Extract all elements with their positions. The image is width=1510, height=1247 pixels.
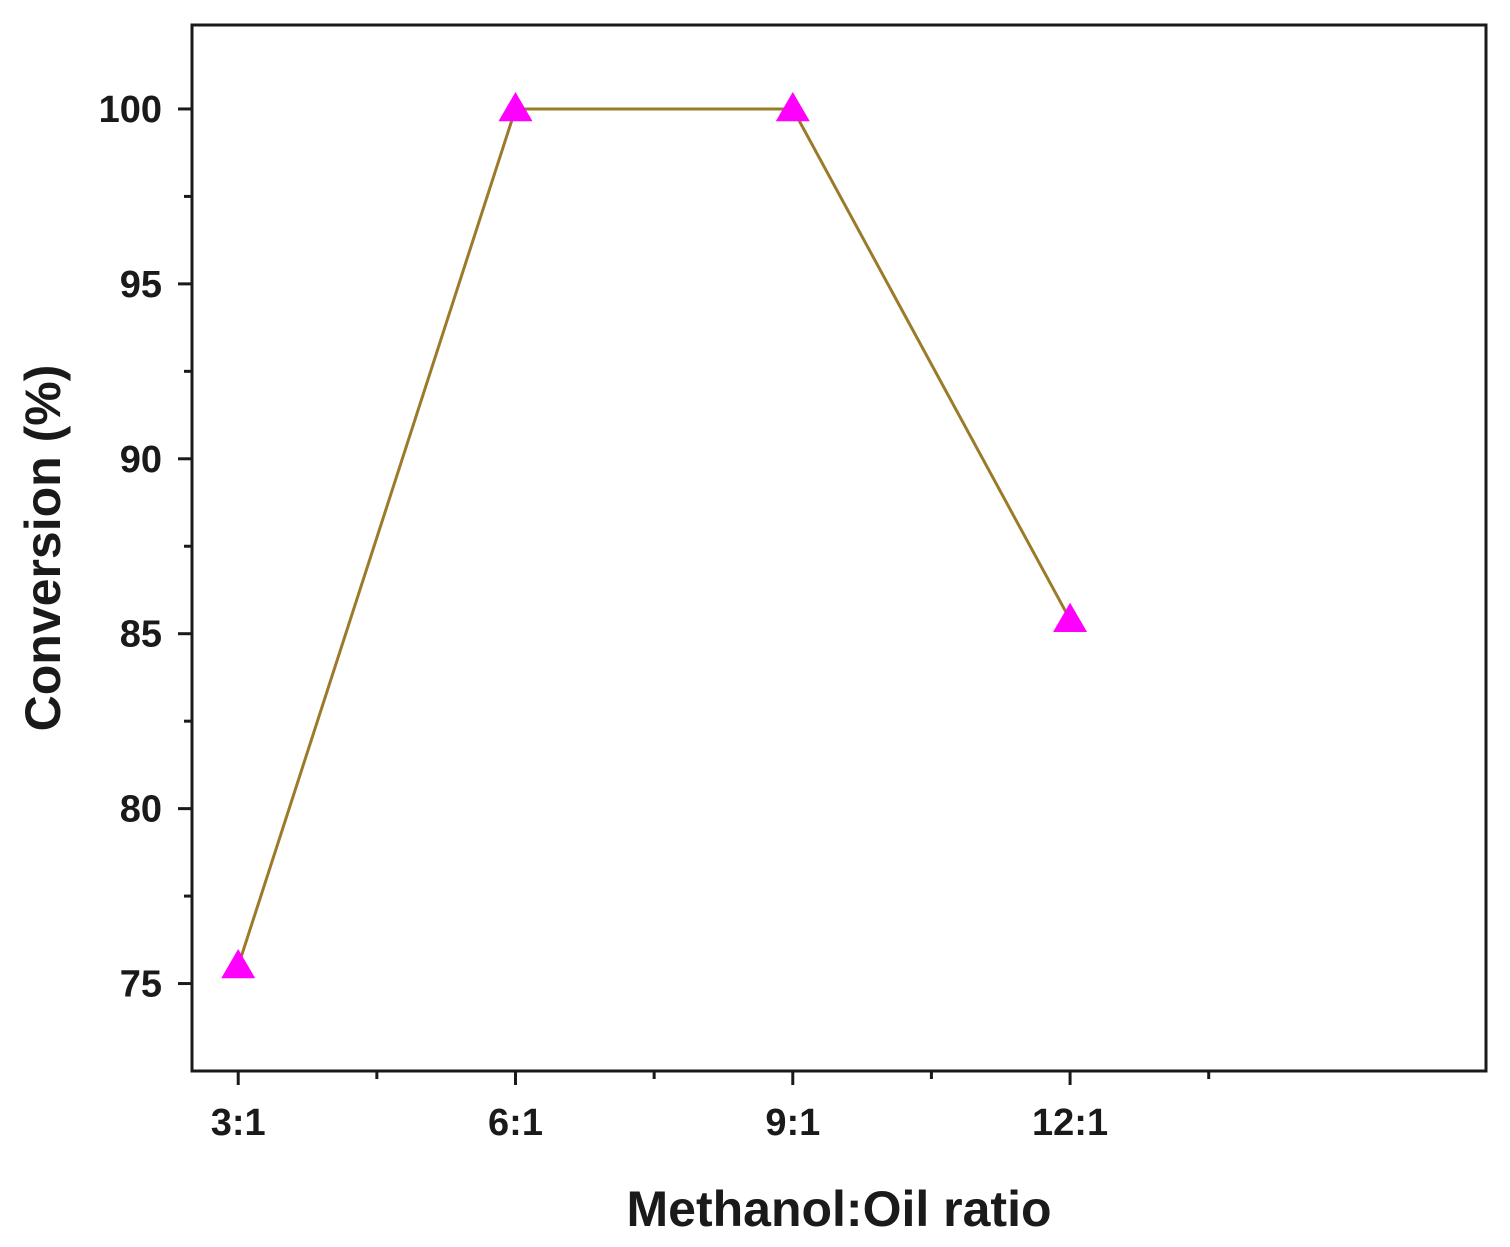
y-tick-label: 90	[120, 439, 162, 481]
data-point-marker	[775, 91, 810, 122]
x-tick-label: 6:1	[488, 1102, 543, 1144]
y-tick-label: 80	[120, 789, 162, 831]
data-point-marker	[1053, 602, 1088, 632]
x-axis-title: Methanol:Oil ratio	[627, 1181, 1052, 1237]
y-tick-label: 75	[120, 964, 162, 1006]
x-tick-label: 3:1	[211, 1102, 266, 1144]
x-tick-label: 12:1	[1032, 1102, 1108, 1144]
data-point-marker	[498, 91, 533, 122]
x-tick-label: 9:1	[765, 1102, 820, 1144]
series-line	[236, 107, 1072, 967]
y-tick-label: 100	[99, 89, 162, 131]
data-point-marker	[221, 949, 256, 979]
x-axis: 3:1 6:1 9:1 12:1	[211, 1071, 1211, 1144]
y-axis-title: Conversion (%)	[15, 365, 71, 732]
y-axis: 75 80 85 90 95 100	[99, 89, 192, 1006]
series-group	[221, 91, 1088, 979]
y-tick-label: 85	[120, 614, 162, 656]
y-tick-label: 95	[120, 264, 162, 306]
plot-frame	[190, 23, 1488, 1073]
